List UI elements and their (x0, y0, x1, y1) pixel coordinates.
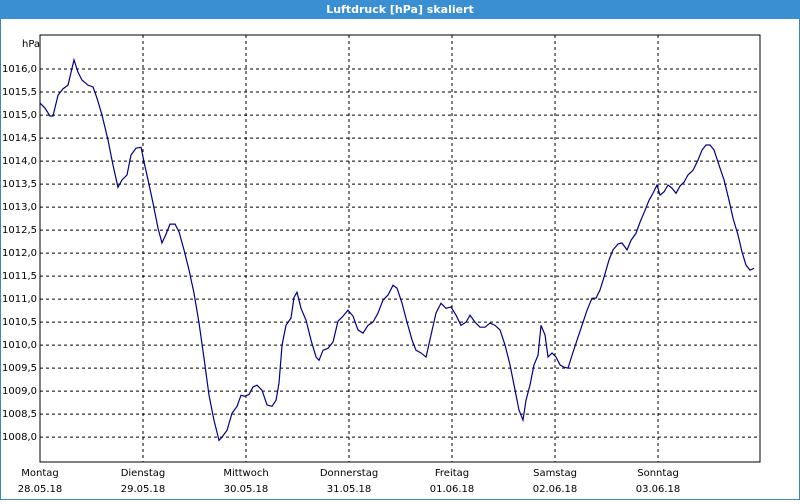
x-tick-label: Sonntag (637, 468, 679, 479)
y-axis-label: hPa (22, 39, 40, 50)
y-tick-label: 1012,5 (2, 225, 37, 236)
x-tick-date: 29.05.18 (121, 484, 166, 495)
y-tick-label: 1012,0 (2, 248, 37, 259)
x-tick-date: 31.05.18 (327, 484, 372, 495)
x-tick-date: 02.06.18 (533, 484, 578, 495)
x-tick-label: Samstag (533, 468, 577, 479)
y-tick-label: 1011,5 (2, 271, 37, 282)
y-tick-label: 1014,5 (2, 133, 37, 144)
y-tick-label: 1010,0 (2, 340, 37, 351)
x-tick-label: Mittwoch (223, 468, 268, 479)
y-tick-label: 1013,5 (2, 179, 37, 190)
y-tick-label: 1008,5 (2, 409, 37, 420)
y-tick-label: 1013,0 (2, 202, 37, 213)
y-tick-label: 1009,0 (2, 386, 37, 397)
x-tick-date: 30.05.18 (224, 484, 269, 495)
x-tick-label: Donnerstag (320, 468, 378, 479)
y-tick-label: 1016,0 (2, 64, 37, 75)
y-tick-label: 1011,0 (2, 294, 37, 305)
x-tick-date: 03.06.18 (636, 484, 681, 495)
x-tick-label: Montag (21, 468, 58, 479)
x-tick-date: 01.06.18 (430, 484, 475, 495)
x-tick-label: Freitag (435, 468, 469, 479)
y-tick-label: 1010,5 (2, 317, 37, 328)
y-tick-label: 1014,0 (2, 156, 37, 167)
y-tick-label: 1008,0 (2, 432, 37, 443)
plot-frame (39, 34, 761, 463)
y-tick-label: 1015,0 (2, 110, 37, 121)
line-series (39, 57, 755, 442)
title-bar (0, 0, 800, 19)
y-tick-label: 1015,5 (2, 87, 37, 98)
x-tick-date: 28.05.18 (18, 484, 63, 495)
chart-title: Luftdruck [hPa] skaliert (326, 3, 474, 16)
x-tick-label: Dienstag (121, 468, 166, 479)
y-tick-label: 1009,5 (2, 363, 37, 374)
